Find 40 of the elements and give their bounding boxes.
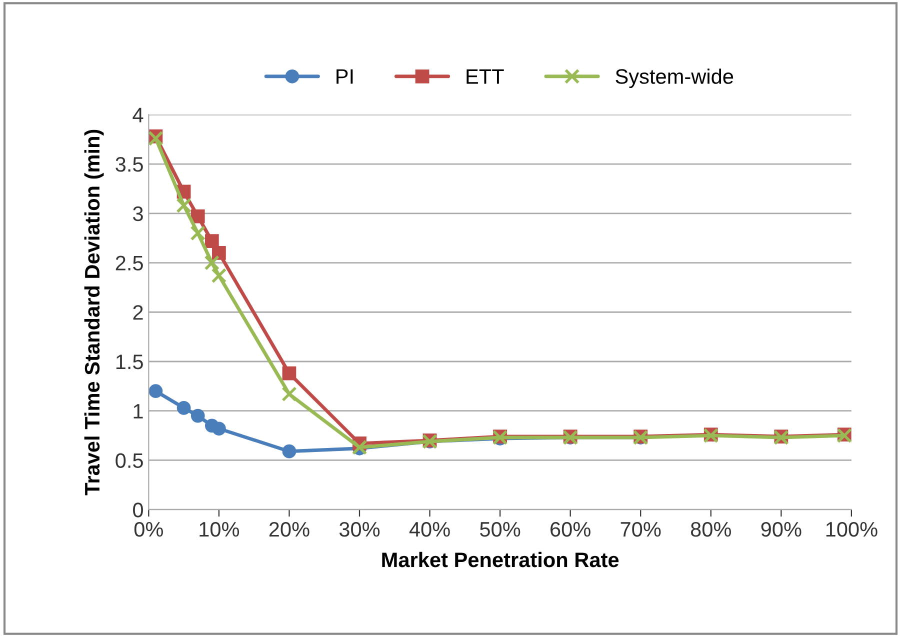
- y-tick-label: 4: [132, 108, 144, 122]
- x-tick-label: 50%: [480, 522, 520, 537]
- x-axis-title: Market Penetration Rate: [382, 552, 619, 568]
- y-tick-label: 1: [134, 404, 143, 418]
- x-tick-label: 20%: [269, 522, 310, 537]
- y-tick-label: 0.5: [116, 453, 143, 468]
- legend-label: System-wide: [616, 68, 734, 88]
- point: [204, 255, 220, 270]
- x-tick-label: 90%: [761, 522, 802, 537]
- point: [176, 198, 192, 214]
- y-tick-label: 3.5: [116, 157, 143, 172]
- point: [212, 422, 226, 436]
- y-axis-title: Travel Time Standard Deviation (min): [84, 130, 104, 496]
- x-tick-label: 30%: [339, 522, 380, 537]
- point: [190, 408, 205, 423]
- x-tick-label: 80%: [690, 522, 731, 537]
- x-tick-label: 0%: [134, 522, 163, 537]
- y-tick-label: 2: [133, 305, 143, 320]
- point: [211, 268, 227, 284]
- x-tick-label: 40%: [409, 522, 450, 537]
- legend-label: ETT: [466, 69, 504, 84]
- point: [148, 384, 163, 398]
- y-tick-label: 2.5: [116, 256, 143, 271]
- y-tick-label: 0: [133, 502, 143, 518]
- y-tick-label: 1.5: [116, 354, 143, 370]
- legend-label: PI: [336, 69, 353, 84]
- point: [176, 400, 191, 415]
- point: [204, 234, 219, 248]
- point: [282, 444, 296, 458]
- point: [148, 130, 164, 146]
- point: [190, 209, 205, 224]
- x-tick-label: 70%: [620, 522, 661, 537]
- x-tick-label: 100%: [826, 522, 878, 537]
- point: [190, 226, 206, 241]
- y-tick-label: 3: [133, 206, 143, 222]
- point: [282, 366, 296, 380]
- point: [282, 386, 297, 402]
- x-tick-label: 60%: [550, 522, 590, 537]
- point: [212, 246, 226, 260]
- x-tick-label: 10%: [200, 522, 240, 537]
